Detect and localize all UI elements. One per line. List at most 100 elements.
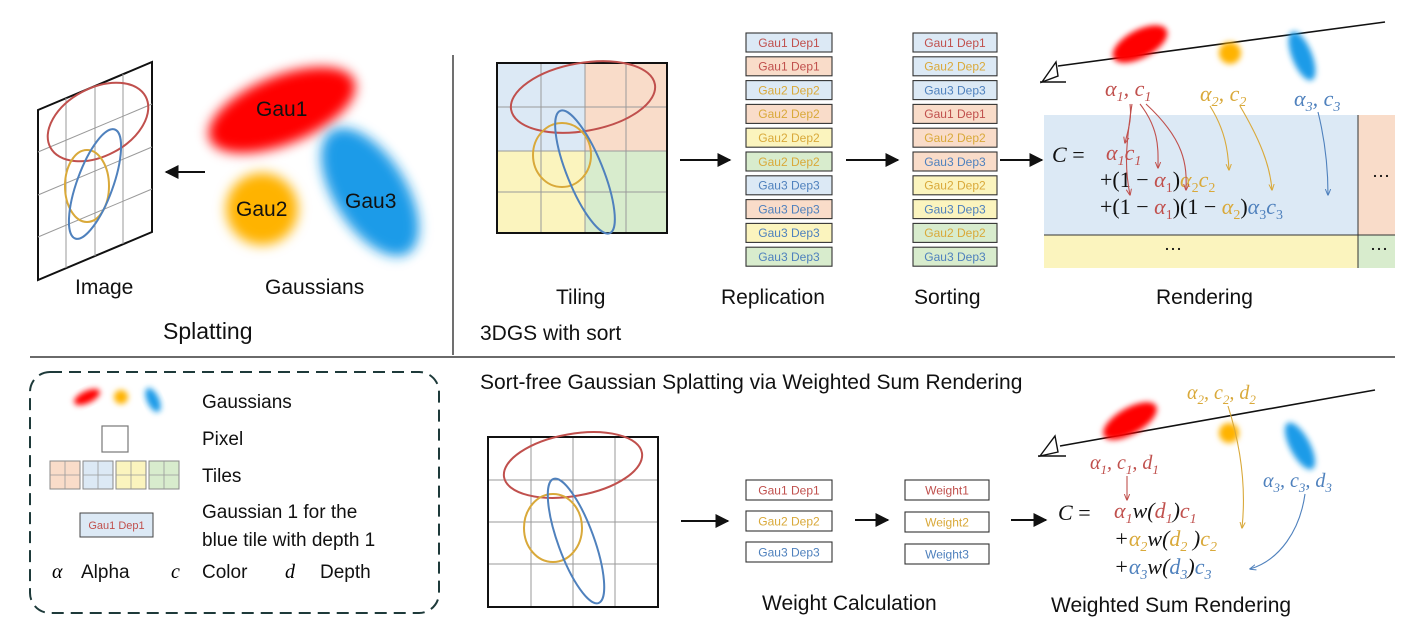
replication-chip-7: Gau3 Dep3 — [745, 175, 833, 196]
svg-text:Gau3 Dep3: Gau3 Dep3 — [758, 179, 820, 193]
svg-text:Gau3 Dep3: Gau3 Dep3 — [924, 83, 986, 97]
legend-color-label: Color — [202, 562, 248, 583]
ellipsis-corner: ··· — [1370, 239, 1388, 259]
sorting-chip-6: Gau3 Dep3 — [912, 151, 998, 172]
ws-arrows — [1127, 405, 1306, 569]
replication-chip-1: Gau1 Dep1 — [745, 32, 833, 53]
render-arrows — [1125, 103, 1328, 195]
svg-text:Gau3 Dep3: Gau3 Dep3 — [758, 202, 820, 216]
svg-text:Weight1: Weight1 — [925, 483, 969, 497]
sorting-list: Gau1 Dep1 Gau2 Dep2 Gau3 Dep3 Gau1 Dep1 Gau2… — [912, 32, 998, 267]
param-a2c2: α2, c2 — [1200, 81, 1246, 110]
svg-text:Gau3 Dep3: Gau3 Dep3 — [924, 155, 986, 169]
replication-label: Replication — [721, 286, 825, 309]
svg-text:α1w(d1)c1: α1w(d1)c1 — [1114, 498, 1197, 527]
rendering-label: Rendering — [1156, 286, 1253, 309]
weighted-sum-label: Weighted Sum Rendering — [1051, 594, 1291, 617]
gau3-label: Gau3 — [345, 190, 396, 213]
param-a3c3: α3, c3 — [1294, 86, 1340, 115]
weight-chip-1: Weight1 — [904, 479, 990, 501]
legend-tiles-icon — [49, 460, 180, 490]
weight-chip-2: Weight2 — [904, 511, 990, 533]
svg-text:Gau3 Dep3: Gau3 Dep3 — [924, 202, 986, 216]
gaussians-label: Gaussians — [265, 276, 364, 299]
gau2-label: Gau2 — [236, 198, 287, 221]
sorting-chip-8: Gau3 Dep3 — [912, 199, 998, 220]
replication-list: Gau1 Dep1 Gau1 Dep1 Gau2 Dep2 Gau2 Dep2 Gau2… — [745, 32, 833, 267]
sortfree-chip-2: Gau2 Dep2 — [745, 510, 833, 532]
sorting-chip-2: Gau2 Dep2 — [912, 56, 998, 77]
weight-calc-label: Weight Calculation — [762, 592, 937, 615]
legend-alpha-label: Alpha — [81, 562, 130, 583]
gau1-label: Gau1 — [256, 98, 307, 121]
replication-chip-4: Gau2 Dep2 — [745, 103, 833, 124]
svg-text:Gau2 Dep2: Gau2 Dep2 — [758, 131, 820, 145]
splatting-title: Splatting — [163, 318, 253, 344]
weights-list: Weight1 Weight2 Weight3 — [904, 479, 990, 565]
sort-free-title: Sort-free Gaussian Splatting via Weighte… — [480, 371, 1022, 394]
svg-text:Gau2 Dep2: Gau2 Dep2 — [924, 179, 986, 193]
svg-text:Weight2: Weight2 — [925, 515, 969, 529]
sorting-chip-4: Gau1 Dep1 — [912, 103, 998, 124]
sorting-chip-9: Gau2 Dep2 — [912, 222, 998, 243]
legend-tiles-label: Tiles — [202, 466, 241, 487]
svg-text:+α3w(d3)c3: +α3w(d3)c3 — [1114, 554, 1212, 583]
replication-chip-5: Gau2 Dep2 — [745, 127, 833, 148]
svg-text:Gau3 Dep3: Gau3 Dep3 — [758, 250, 820, 264]
gaussian-blobs — [208, 67, 419, 256]
legend-box — [29, 371, 440, 614]
svg-text:Gau2 Dep2: Gau2 Dep2 — [924, 226, 986, 240]
legend-tile-4 — [148, 460, 180, 490]
svg-text:C =: C = — [1058, 500, 1091, 525]
legend-tile-2 — [82, 460, 114, 490]
svg-text:Weight3: Weight3 — [925, 547, 969, 561]
svg-text:α1, c1, d1: α1, c1, d1 — [1090, 452, 1159, 477]
sorting-label: Sorting — [914, 286, 981, 309]
sorting-chip-7: Gau2 Dep2 — [912, 175, 998, 196]
replication-chip-9: Gau3 Dep3 — [745, 222, 833, 243]
gau2-blob — [226, 173, 298, 245]
sorting-chip-5: Gau2 Dep2 — [912, 127, 998, 148]
svg-text:Gau1 Dep1: Gau1 Dep1 — [758, 483, 820, 497]
ws-gaussian-blobs — [1103, 402, 1316, 470]
weight-chip-3: Weight3 — [904, 543, 990, 565]
legend-alpha-symbol: α — [52, 561, 63, 583]
svg-text:Gau2 Dep2: Gau2 Dep2 — [924, 131, 986, 145]
sortfree-list: Gau1 Dep1 Gau2 Dep2 Gau3 Dep3 — [745, 479, 833, 563]
3dgs-sort-label: 3DGS with sort — [480, 322, 621, 345]
sorted-rendering-equation: C = α1c1 +(1 − α1)α2c2 +(1 − α1)(1 − α2)… — [1052, 140, 1283, 223]
svg-text:Gau1 Dep1: Gau1 Dep1 — [758, 36, 820, 50]
replication-chip-6: Gau2 Dep2 — [745, 151, 833, 172]
legend-chip — [79, 512, 154, 538]
legend-tile-3 — [115, 460, 147, 490]
legend-depth-label: Depth — [320, 562, 371, 583]
gau1-blob — [208, 67, 356, 153]
legend-color-symbol: c — [171, 561, 180, 583]
svg-text:+(1 − α1)(1 − α2)α3c3: +(1 − α1)(1 − α2)α3c3 — [1100, 194, 1283, 223]
weighted-sum-equation: C = α1w(d1)c1 +α2w(d2 )c2 +α3w(d3)c3 — [1058, 498, 1217, 583]
legend-tile-1 — [49, 460, 81, 490]
replication-chip-10: Gau3 Dep3 — [745, 246, 833, 267]
legend-pixel-icon — [101, 425, 129, 453]
svg-text:Gau2 Dep2: Gau2 Dep2 — [758, 107, 820, 121]
svg-text:α2, c2, d2: α2, c2, d2 — [1187, 382, 1256, 407]
legend-gaussians-label: Gaussians — [202, 392, 292, 413]
svg-text:Gau3 Dep3: Gau3 Dep3 — [758, 226, 820, 240]
sorting-chip-10: Gau3 Dep3 — [912, 246, 998, 267]
render-camera — [1040, 21, 1386, 84]
legend-pixel-label: Pixel — [202, 429, 243, 450]
svg-text:Gau2 Dep2: Gau2 Dep2 — [758, 155, 820, 169]
image-label: Image — [75, 276, 133, 299]
svg-text:Gau3 Dep3: Gau3 Dep3 — [758, 545, 820, 559]
legend-depth-symbol: d — [285, 561, 296, 583]
replication-chip-3: Gau2 Dep2 — [745, 80, 833, 101]
legend-gaussian-icons — [74, 387, 161, 413]
svg-text:Gau1 Dep1: Gau1 Dep1 — [924, 107, 986, 121]
legend-chip-desc-1: Gaussian 1 for the — [202, 502, 357, 523]
svg-text:+(1 − α1)α2c2: +(1 − α1)α2c2 — [1100, 167, 1215, 196]
render-tiles — [1044, 115, 1395, 268]
svg-text:Gau3 Dep3: Gau3 Dep3 — [924, 250, 986, 264]
svg-text:α3, c3, d3: α3, c3, d3 — [1263, 470, 1332, 495]
sorting-chip-3: Gau3 Dep3 — [912, 80, 998, 101]
